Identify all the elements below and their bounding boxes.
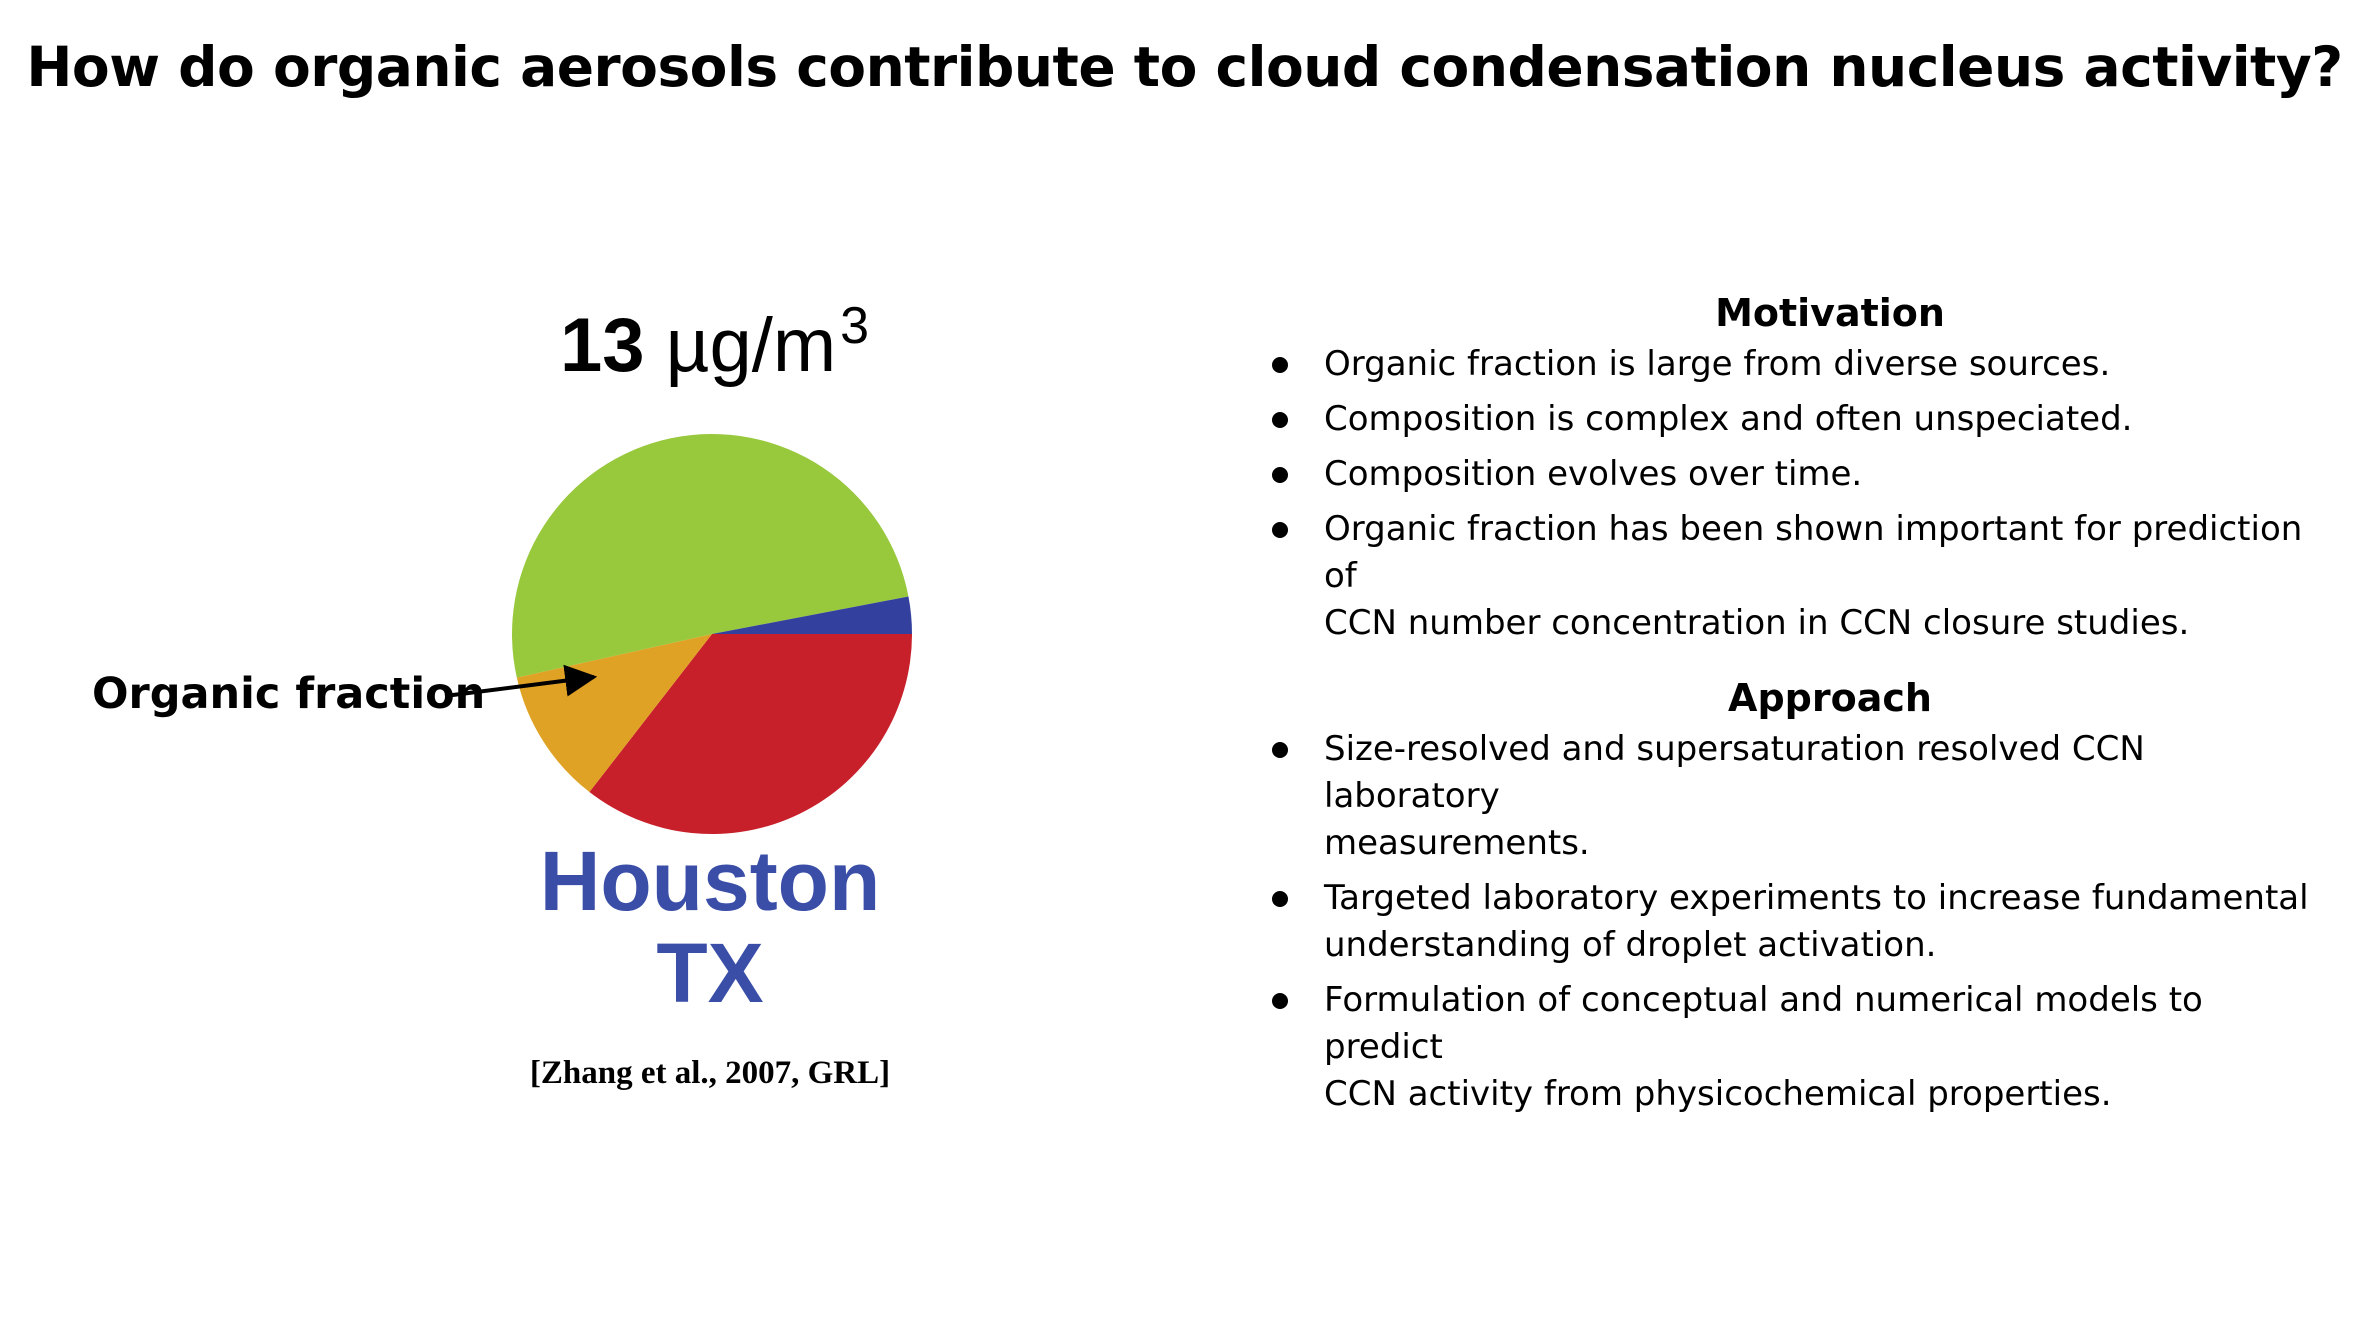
list-item-text-line-1: Formulation of conceptual and numerical … — [1324, 980, 2203, 1067]
city-name: Houston — [539, 834, 881, 928]
figure-citation: [Zhang et al., 2007, GRL] — [529, 1055, 891, 1091]
list-item: Formulation of conceptual and numerical … — [1250, 977, 2330, 1118]
list-item-text-line-2: CCN activity from physicochemical proper… — [1324, 1074, 2112, 1114]
list-item-text-line-2: understanding of droplet activation. — [1324, 925, 1937, 965]
list-item-text: Composition evolves over time. — [1324, 454, 1863, 494]
approach-section: Approach Size-resolved and supersaturati… — [1250, 670, 2330, 1126]
motivation-section: Motivation Organic fraction is large fro… — [1250, 285, 2330, 655]
pie-slices — [512, 434, 912, 834]
motivation-list: Organic fraction is large from diverse s… — [1250, 341, 2330, 647]
state-name: TX — [656, 926, 764, 1020]
list-item-text: Composition is complex and often unspeci… — [1324, 399, 2133, 439]
list-item-text-line-1: Targeted laboratory experiments to incre… — [1324, 878, 2309, 918]
approach-list: Size-resolved and supersaturation resolv… — [1250, 726, 2330, 1118]
pie-slice — [589, 634, 912, 834]
list-item-text-line-1: Size-resolved and supersaturation resolv… — [1324, 729, 2145, 816]
slide-title: How do organic aerosols contribute to cl… — [26, 35, 2343, 99]
list-item: Targeted laboratory experiments to incre… — [1250, 875, 2330, 969]
organic-fraction-label: Organic fraction — [92, 669, 486, 719]
mass-concentration-label: 13 µg/m3 — [560, 300, 869, 384]
approach-heading: Approach — [1728, 676, 1932, 720]
mass-value: 13 — [560, 303, 645, 388]
location-label: Houston TX — [470, 835, 950, 1019]
list-item-text-line-2: CCN number concentration in CCN closure … — [1324, 603, 2190, 643]
list-item-text-line-1: Organic fraction has been shown importan… — [1324, 509, 2303, 596]
organic-fraction-arrow — [444, 664, 598, 698]
mass-unit-exponent: 3 — [840, 297, 870, 355]
bullet-icon — [1272, 357, 1288, 373]
mass-unit: µg/m — [665, 303, 837, 388]
list-item: Size-resolved and supersaturation resolv… — [1250, 726, 2330, 867]
list-item-text-line-2: measurements. — [1324, 823, 1590, 863]
bullet-icon — [1272, 993, 1288, 1009]
list-item: Composition evolves over time. — [1250, 451, 2330, 498]
list-item: Composition is complex and often unspeci… — [1250, 396, 2330, 443]
bullet-icon — [1272, 467, 1288, 483]
pie-slice — [512, 434, 909, 678]
bullet-icon — [1272, 522, 1288, 538]
list-item: Organic fraction has been shown importan… — [1250, 506, 2330, 647]
bullet-icon — [1272, 891, 1288, 907]
pie-slice — [712, 596, 912, 634]
bullet-icon — [1272, 742, 1288, 758]
list-item-text: Organic fraction is large from diverse s… — [1324, 344, 2111, 384]
bullet-icon — [1272, 412, 1288, 428]
list-item: Organic fraction is large from diverse s… — [1250, 341, 2330, 388]
motivation-heading: Motivation — [1715, 291, 1945, 335]
